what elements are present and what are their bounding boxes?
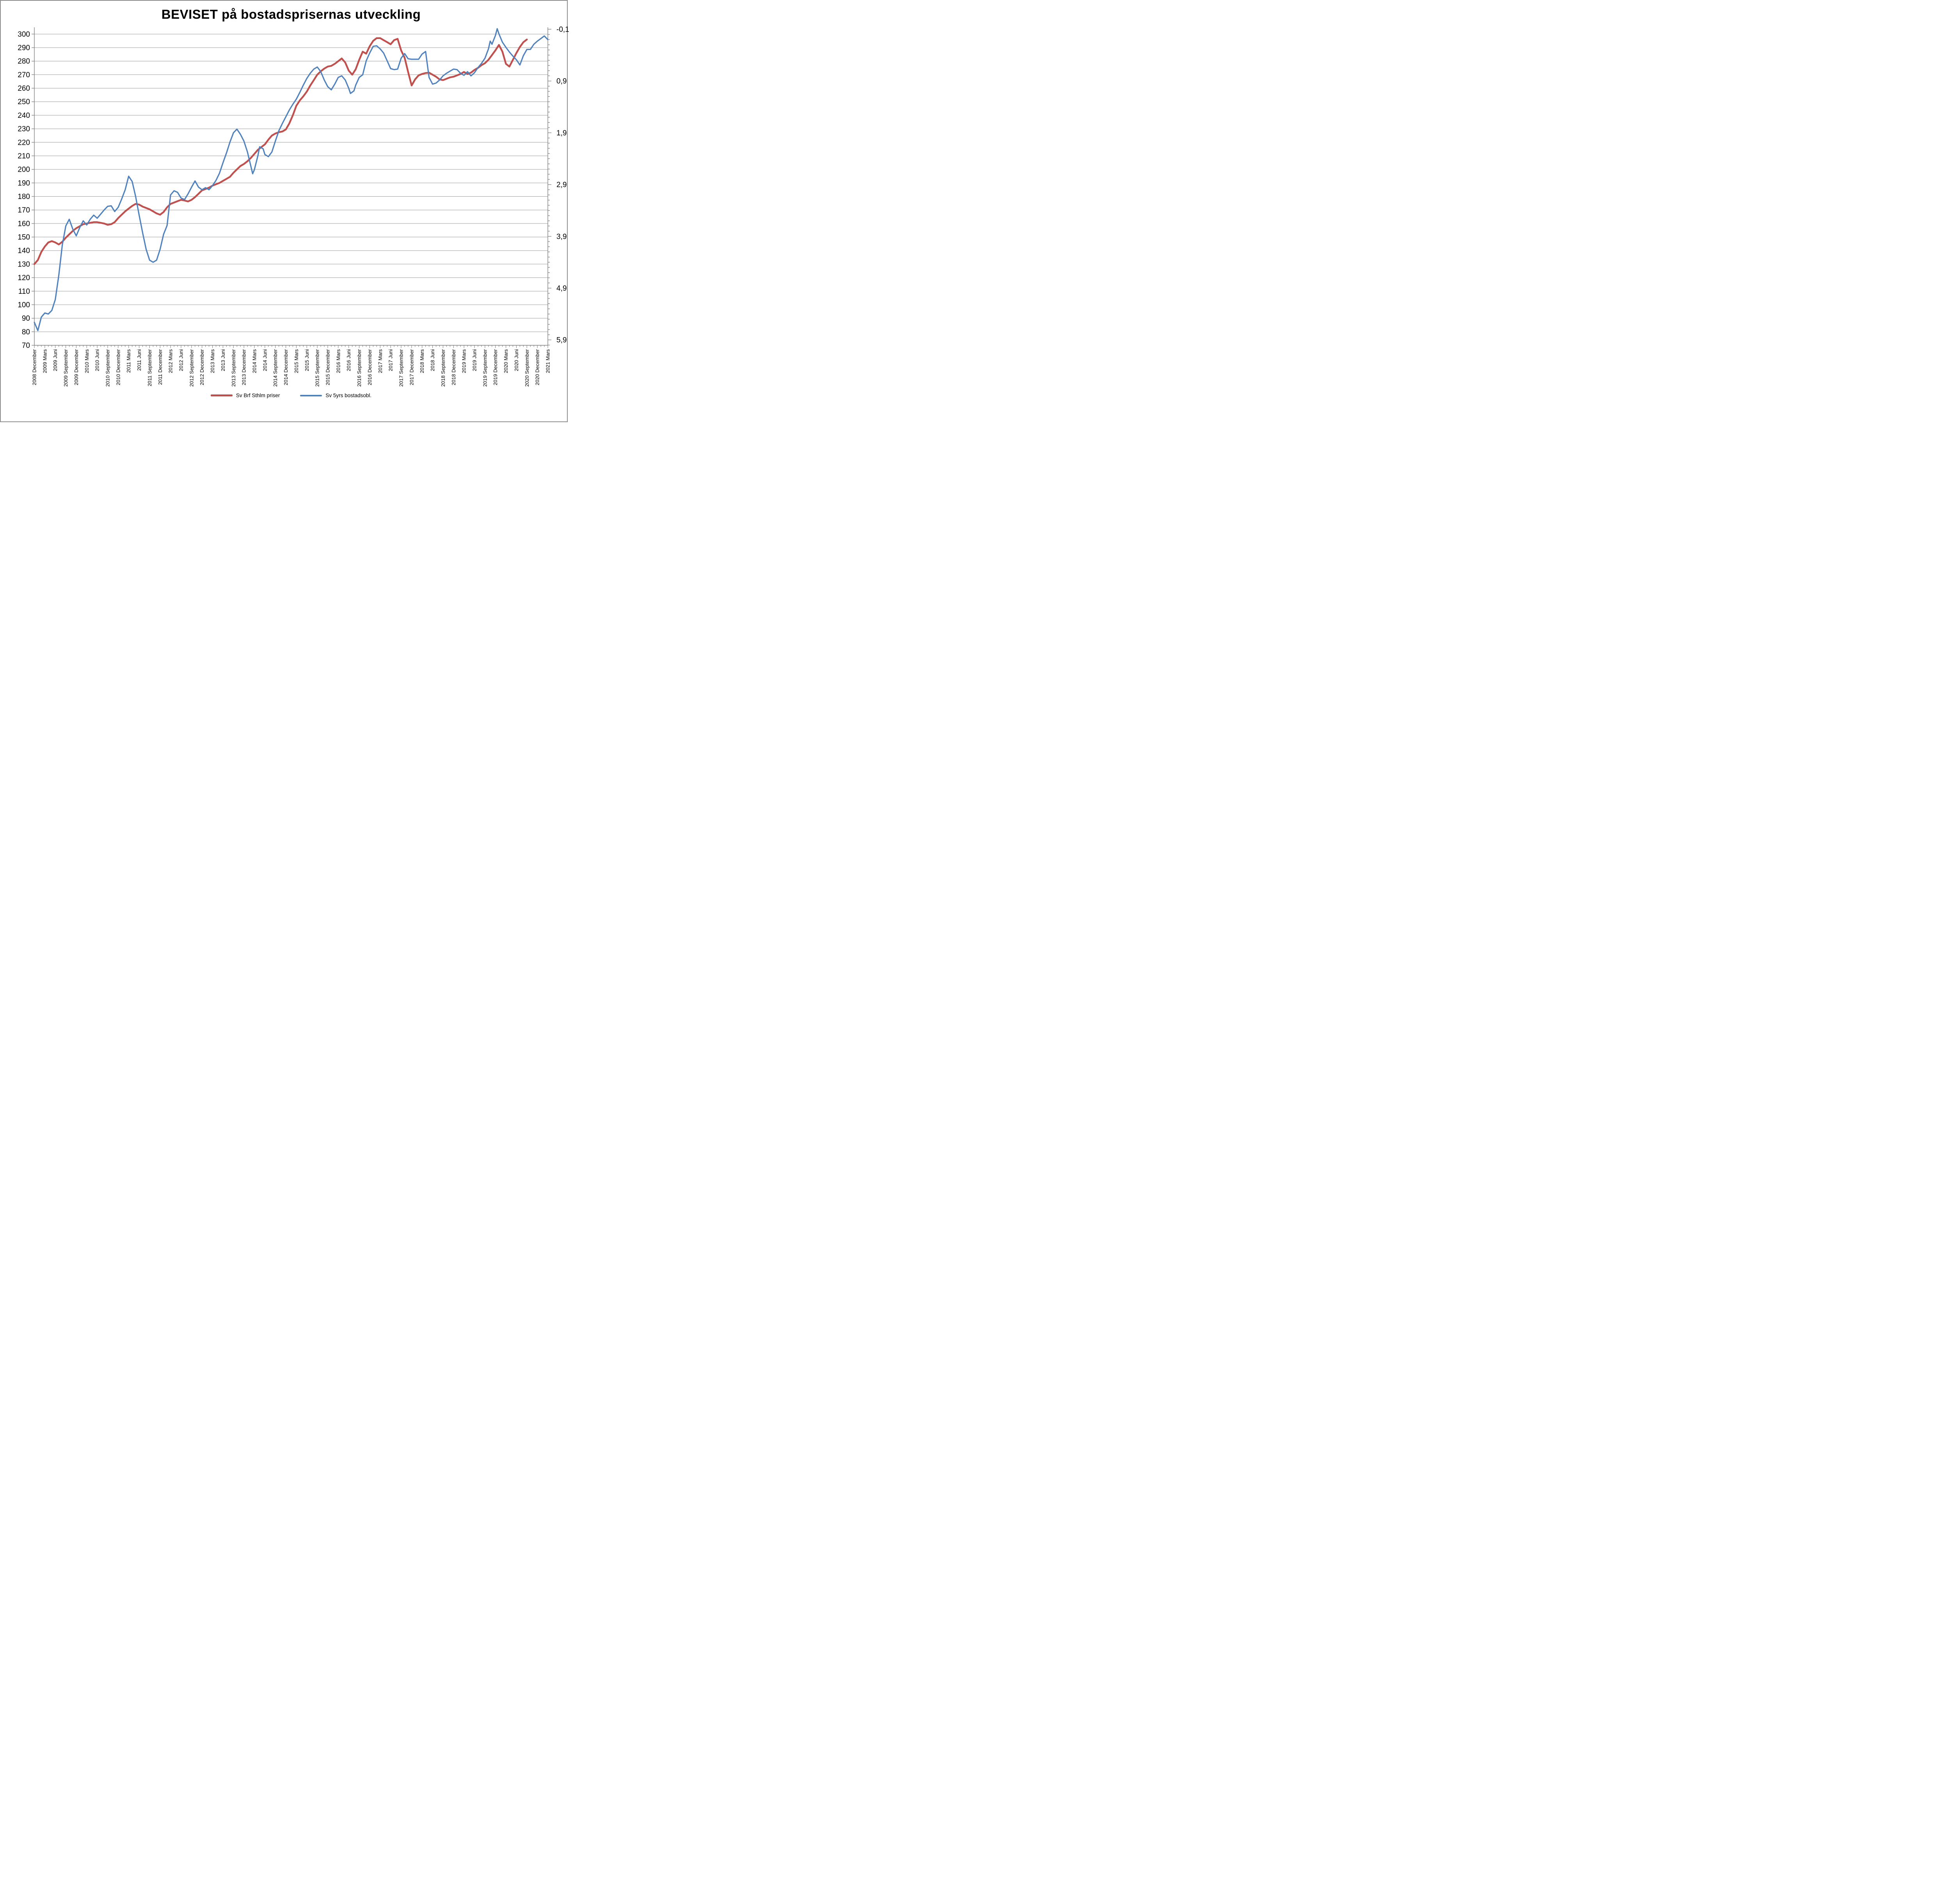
x-axis-tick-label: 2019 September bbox=[482, 349, 488, 387]
y-axis-left-tick-label: 240 bbox=[18, 112, 30, 120]
x-axis-tick-label: 2015 Mars bbox=[293, 349, 299, 373]
x-axis-tick-label: 2019 December bbox=[492, 349, 498, 385]
x-axis-tick-label: 2018 December bbox=[451, 349, 457, 385]
y-axis-left-tick-label: 80 bbox=[22, 328, 30, 336]
y-axis-right-tick-label: 3,9 bbox=[556, 233, 567, 241]
y-axis-left-tick-label: 270 bbox=[18, 71, 30, 79]
x-axis-tick-label: 2019 Mars bbox=[461, 349, 467, 373]
x-axis-tick-label: 2011 Mars bbox=[126, 349, 131, 373]
x-axis-tick-label: 2020 Juni bbox=[514, 349, 519, 371]
legend-item-bostadsobligationer: Sv 5yrs bostadsobl. bbox=[300, 393, 371, 398]
y-axis-left-tick-label: 180 bbox=[18, 193, 30, 201]
y-axis-right-tick-label: 4,9 bbox=[556, 284, 567, 293]
x-axis-tick-label: 2019 Juni bbox=[472, 349, 478, 371]
x-axis-tick-label: 2016 December bbox=[367, 349, 373, 385]
y-axis-left-tick-label: 110 bbox=[18, 288, 30, 296]
y-axis-left-tick-label: 280 bbox=[18, 57, 30, 66]
x-axis-tick-label: 2010 Juni bbox=[94, 349, 100, 371]
x-axis-tick-label: 2009 September bbox=[63, 349, 69, 387]
chart-legend: Sv Brf Sthlm priser Sv 5yrs bostadsobl. bbox=[34, 393, 548, 398]
x-axis-tick-label: 2008 December bbox=[32, 349, 37, 385]
x-axis-tick-label: 2014 September bbox=[272, 349, 278, 387]
y-axis-left-tick-label: 90 bbox=[22, 314, 30, 323]
x-axis-tick-label: 2009 December bbox=[73, 349, 79, 385]
x-axis-tick-label: 2015 December bbox=[325, 349, 331, 385]
x-axis-tick-label: 2020 September bbox=[524, 349, 530, 387]
y-axis-left-tick-label: 150 bbox=[18, 233, 30, 242]
y-axis-right-tick-label: 1,9 bbox=[556, 129, 567, 137]
x-axis-tick-label: 2012 Mars bbox=[168, 349, 174, 373]
x-axis-tick-label: 2016 Juni bbox=[346, 349, 352, 371]
y-axis-left-tick-label: 290 bbox=[18, 44, 30, 52]
y-axis-left-tick-label: 130 bbox=[18, 260, 30, 268]
x-axis-tick-label: 2017 Juni bbox=[388, 349, 394, 371]
legend-label: Sv Brf Sthlm priser bbox=[236, 393, 280, 398]
y-axis-left-tick-label: 170 bbox=[18, 206, 30, 215]
x-axis-tick-label: 2015 Juni bbox=[304, 349, 310, 371]
x-axis-tick-label: 2012 Juni bbox=[178, 349, 184, 371]
x-axis-tick-label: 2020 Mars bbox=[503, 349, 509, 373]
x-axis-tick-label: 2013 Mars bbox=[210, 349, 215, 373]
y-axis-right-tick-label: 2,9 bbox=[556, 181, 567, 189]
x-axis-tick-label: 2011 September bbox=[147, 349, 153, 386]
y-axis-right-tick-label: -0,1 bbox=[556, 25, 569, 34]
x-axis-tick-label: 2011 December bbox=[157, 349, 163, 385]
x-axis-tick-label: 2016 Mars bbox=[335, 349, 341, 373]
y-axis-left-tick-label: 160 bbox=[18, 220, 30, 228]
legend-label: Sv 5yrs bostadsobl. bbox=[325, 393, 372, 398]
x-axis-tick-label: 2021 Mars bbox=[545, 349, 551, 373]
y-axis-left-tick-label: 220 bbox=[18, 139, 30, 147]
x-axis-tick-label: 2016 September bbox=[356, 349, 362, 387]
x-axis-tick-label: 2010 December bbox=[115, 349, 121, 385]
legend-item-sthlm-priser: Sv Brf Sthlm priser bbox=[210, 393, 280, 398]
x-axis-tick-label: 2017 Mars bbox=[377, 349, 383, 373]
x-axis-tick-label: 2010 Mars bbox=[84, 349, 90, 373]
x-axis-tick-label: 2010 September bbox=[105, 349, 111, 387]
y-axis-left-tick-label: 200 bbox=[18, 166, 30, 174]
x-axis-tick-label: 2009 Mars bbox=[42, 349, 48, 373]
x-axis-tick-label: 2014 December bbox=[283, 349, 289, 385]
legend-line-swatch-blue bbox=[300, 394, 322, 396]
x-axis-tick-label: 2011 Juni bbox=[136, 349, 142, 371]
x-axis-tick-label: 2013 December bbox=[241, 349, 247, 385]
x-axis-tick-label: 2015 September bbox=[315, 349, 320, 387]
x-axis-tick-label: 2012 December bbox=[199, 349, 205, 385]
y-axis-left-tick-label: 140 bbox=[18, 247, 30, 255]
y-axis-right-tick-label: 5,9 bbox=[556, 336, 567, 345]
x-axis-tick-label: 2018 Juni bbox=[430, 349, 435, 371]
x-axis-tick-label: 2014 Mars bbox=[252, 349, 258, 373]
x-axis-tick-label: 2017 September bbox=[398, 349, 404, 387]
y-axis-left-tick-label: 300 bbox=[18, 30, 30, 39]
x-axis-tick-label: 2020 December bbox=[535, 349, 540, 385]
chart-plot-area: 300 290 280 270 260 250 240 230 220 210 200 190 180 1… bbox=[18, 25, 569, 387]
x-axis-tick-label: 2012 September bbox=[188, 349, 194, 387]
y-axis-left-tick-label: 100 bbox=[18, 301, 30, 309]
y-axis-left-tick-label: 120 bbox=[18, 274, 30, 282]
series-line-bostadsobligationer bbox=[34, 28, 549, 331]
y-axis-left-tick-label: 190 bbox=[18, 179, 30, 187]
x-axis-tick-label: 2013 September bbox=[231, 349, 236, 387]
x-axis-tick-label: 2017 December bbox=[409, 349, 414, 385]
chart-title: BEVISET på bostadsprisernas utveckling bbox=[161, 7, 421, 21]
y-axis-right-tick-label: 0,9 bbox=[556, 77, 567, 85]
y-axis-left-tick-label: 70 bbox=[22, 342, 30, 350]
x-axis-tick-label: 2018 September bbox=[440, 349, 446, 387]
x-axis-tick-label: 2013 Juni bbox=[220, 349, 226, 371]
y-axis-left-tick-label: 250 bbox=[18, 98, 30, 106]
legend-line-swatch-red bbox=[210, 394, 233, 396]
x-axis-tick-label: 2018 Mars bbox=[419, 349, 425, 373]
x-axis-tick-label: 2014 Juni bbox=[262, 349, 268, 371]
x-axis-tick-label: 2009 Juni bbox=[52, 349, 58, 371]
y-axis-left-tick-label: 210 bbox=[18, 152, 30, 160]
y-axis-left-tick-label: 230 bbox=[18, 125, 30, 133]
series-line-sthlm-priser bbox=[33, 37, 528, 265]
y-axis-left-tick-label: 260 bbox=[18, 85, 30, 93]
